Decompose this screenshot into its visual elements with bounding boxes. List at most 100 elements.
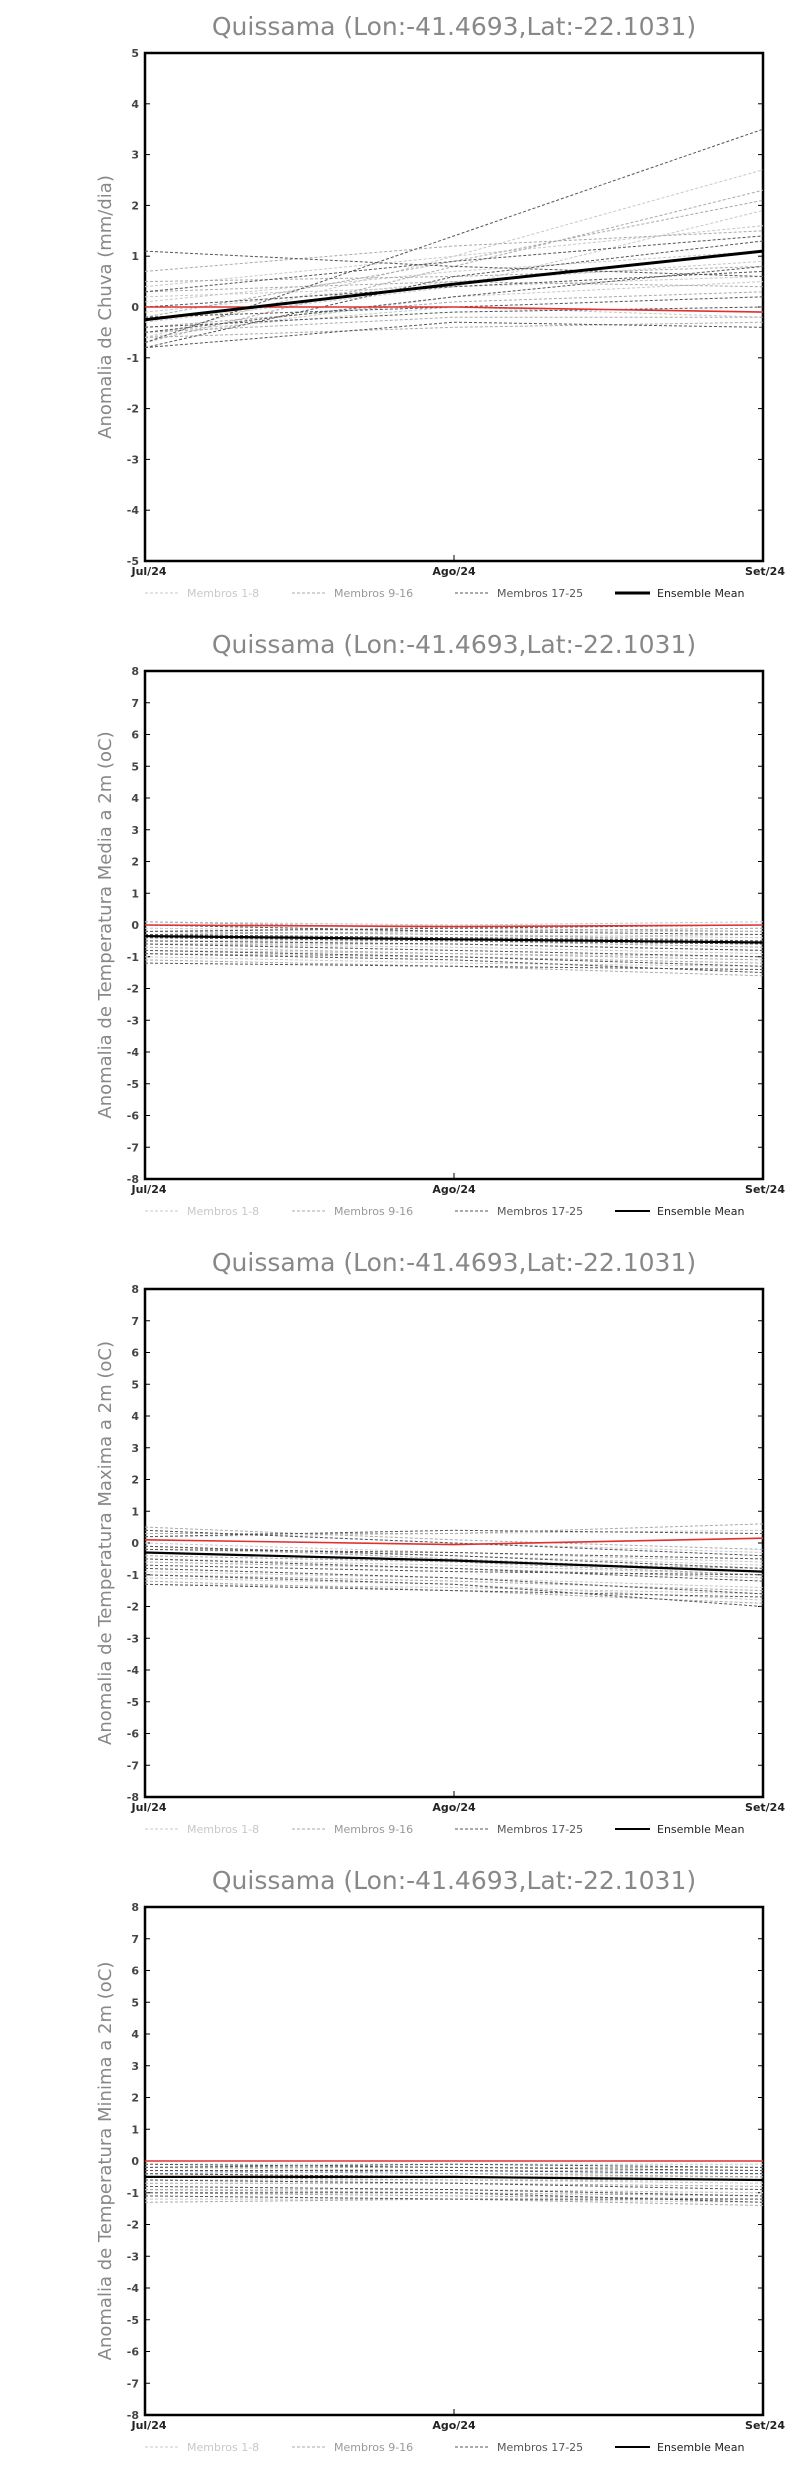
x-tick-label: Jul/24	[130, 1183, 166, 1196]
series-line-members-9-16	[144, 953, 764, 964]
series-line-members-1-8	[144, 2166, 763, 2171]
series-line-members-9-16	[144, 959, 764, 977]
x-tick-label: Set/24	[745, 2419, 785, 2432]
y-tick-label: -6	[127, 1110, 140, 1123]
y-tick-label: 2	[131, 1474, 139, 1487]
y-axis-label: Anomalia de Chuva (mm/dia)	[95, 175, 116, 439]
series-line-members-1-8	[144, 1571, 764, 1588]
series-line-members-17-25	[144, 240, 764, 349]
legend-label: Membros 17-25	[497, 587, 583, 600]
series-line-ensemble-mean	[144, 1551, 764, 1573]
series-line-members-1-8	[145, 2189, 764, 2194]
series-line-members-1-8	[144, 169, 764, 338]
y-tick-label: 2	[131, 2092, 139, 2105]
series-line-members-1-8	[144, 1542, 764, 1563]
y-tick-label: -1	[127, 951, 139, 964]
legend-label: Membros 9-16	[334, 1823, 413, 1836]
y-tick-label: 0	[131, 301, 139, 314]
series-line-members-9-16	[144, 189, 764, 344]
y-tick-label: 1	[131, 2123, 139, 2136]
y-tick-label: -6	[127, 1728, 140, 1741]
series-line-members-17-25	[144, 1529, 764, 1557]
y-tick-label: -7	[127, 1141, 139, 1154]
chart-title: Quissama (Lon:-41.4693,Lat:-22.1031)	[212, 12, 696, 41]
series-line-members-1-8	[145, 2198, 764, 2203]
legend-label: Ensemble Mean	[657, 2441, 744, 2454]
series-line-members-1-8	[144, 943, 764, 955]
series-line-members-1-8	[144, 260, 764, 313]
y-tick-label: 1	[131, 887, 139, 900]
series-line-members-9-16	[144, 2198, 764, 2206]
legend-label: Membros 1-8	[187, 1823, 259, 1836]
chart-mean-temperature-anomaly: Quissama (Lon:-41.4693,Lat:-22.1031) Anom…	[95, 630, 785, 1218]
chart-title: Quissama (Lon:-41.4693,Lat:-22.1031)	[212, 1866, 696, 1895]
y-tick-label: 7	[131, 697, 139, 710]
y-tick-label: -3	[127, 453, 139, 466]
y-tick-label: -6	[127, 2346, 140, 2359]
y-tick-label: -1	[127, 1569, 139, 1582]
y-tick-label: 2	[131, 199, 139, 212]
y-tick-label: 0	[131, 1537, 139, 1550]
series-line-members-17-25	[144, 2185, 764, 2197]
y-tick-label: -8	[127, 1791, 139, 1804]
series-line-members-17-25	[144, 940, 764, 951]
series-line-reference	[144, 924, 764, 928]
series-line-members-9-16	[145, 2182, 764, 2187]
legend-label: Membros 9-16	[334, 587, 413, 600]
series-line-members-9-16	[144, 930, 764, 942]
series-line-members-17-25	[144, 1529, 764, 1538]
series-line-members-17-25	[144, 1564, 764, 1576]
y-tick-label: 7	[131, 1933, 139, 1946]
series-line-members-9-16	[144, 2192, 764, 2200]
series-line-members-17-25	[144, 949, 764, 967]
x-tick-label: Set/24	[745, 1801, 785, 1814]
series-line-members-9-16	[144, 1561, 764, 1579]
legend-label: Membros 17-25	[497, 1823, 583, 1836]
y-tick-label: -2	[127, 983, 139, 996]
y-tick-label: -2	[127, 403, 139, 416]
series-line-members-1-8	[144, 225, 764, 288]
series-line-members-9-16	[144, 230, 764, 272]
y-tick-label: 3	[131, 2060, 139, 2073]
series-line-members-17-25	[144, 1558, 764, 1582]
series-line-members-9-16	[144, 1574, 764, 1592]
series-line-members-9-16	[144, 2189, 764, 2197]
series-line-members-17-25	[144, 306, 764, 328]
y-tick-label: 7	[131, 1315, 139, 1328]
y-tick-label: -4	[127, 504, 140, 517]
y-tick-label: -1	[127, 352, 139, 365]
y-tick-label: -3	[127, 1014, 139, 1027]
x-tick-label: Ago/24	[432, 2419, 476, 2432]
y-axis-label: Anomalia de Temperatura Maxima a 2m (oC)	[95, 1341, 116, 1745]
series-line-members-1-8	[144, 2173, 763, 2178]
series-line-members-9-16	[144, 927, 764, 935]
series-line-members-9-16	[144, 2170, 764, 2178]
y-tick-label: -7	[127, 1759, 139, 1772]
series-line-members-1-8	[144, 1548, 764, 1566]
y-tick-label: -2	[127, 1601, 139, 1614]
series-line-members-17-25	[144, 943, 764, 958]
series-line-members-17-25	[145, 2192, 764, 2203]
x-tick-label: Jul/24	[130, 2419, 166, 2432]
y-tick-label: -1	[127, 2187, 139, 2200]
chart-title: Quissama (Lon:-41.4693,Lat:-22.1031)	[212, 630, 696, 659]
y-tick-label: 2	[131, 856, 139, 869]
series-line-members-1-8	[144, 921, 764, 926]
y-tick-label: -7	[127, 2377, 139, 2390]
y-tick-label: -8	[127, 2409, 139, 2422]
y-tick-label: -4	[127, 2282, 140, 2295]
series-line-members-1-8	[144, 2170, 763, 2175]
y-tick-label: -5	[127, 2314, 139, 2327]
series-line-members-9-16	[144, 921, 764, 932]
series-line-members-1-8	[144, 934, 764, 939]
x-tick-label: Set/24	[745, 1183, 785, 1196]
y-tick-label: 5	[131, 47, 139, 60]
series-line-members-9-16	[144, 316, 763, 333]
y-tick-label: 4	[131, 792, 139, 805]
series-line-members-17-25	[144, 250, 764, 277]
series-line-members-17-25	[144, 934, 764, 942]
series-line-members-9-16	[144, 321, 764, 338]
y-tick-label: 6	[131, 1965, 139, 1978]
legend-label: Membros 9-16	[334, 1205, 413, 1218]
